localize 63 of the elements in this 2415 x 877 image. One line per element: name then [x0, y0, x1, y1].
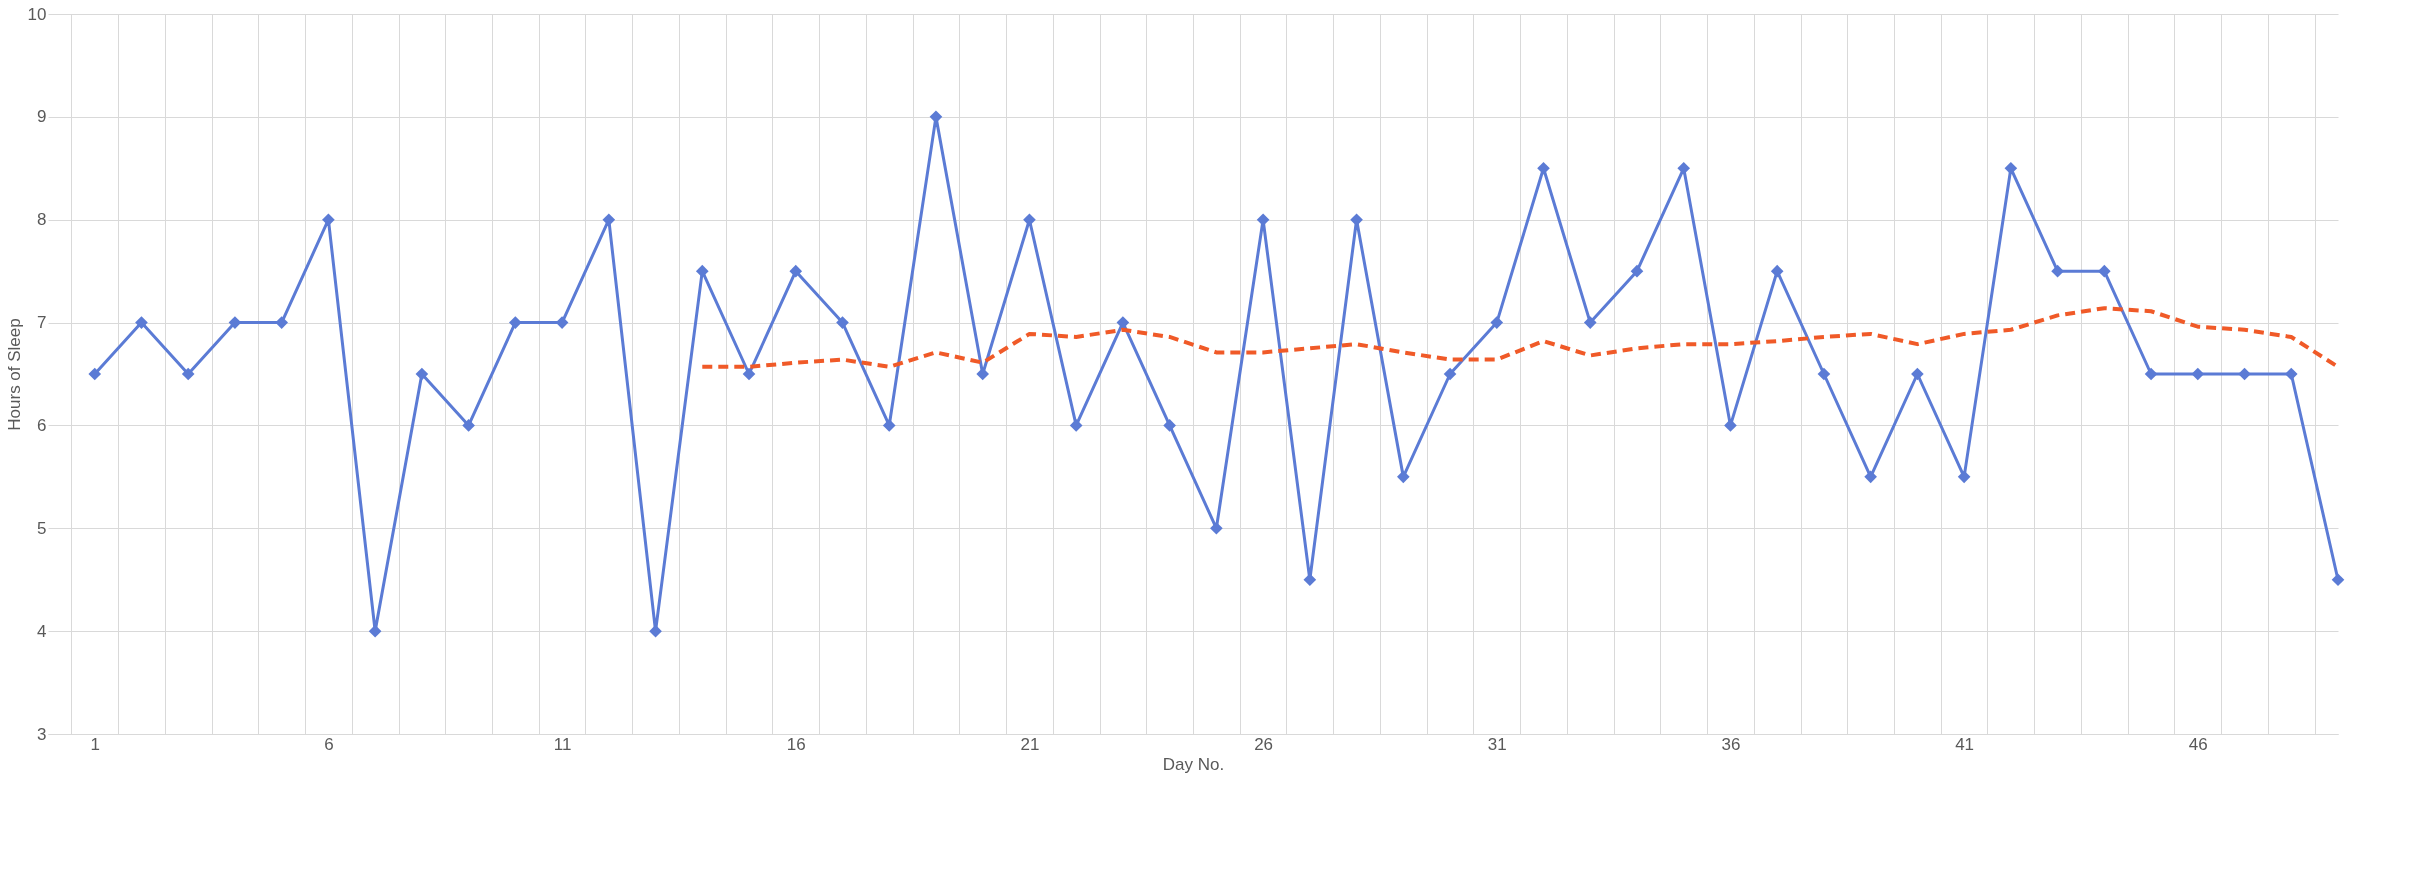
x-axis-title: Day No.: [1162, 754, 1225, 774]
x-tick-label: 1: [90, 734, 100, 754]
x-tick-label: 46: [2188, 734, 2208, 754]
y-tick-label: 8: [37, 210, 47, 230]
point: [1677, 161, 1691, 175]
y-tick-label: 7: [37, 313, 47, 333]
point: [1210, 521, 1223, 535]
point: [976, 367, 990, 381]
point: [135, 316, 148, 329]
y-tick-label: 10: [27, 4, 47, 24]
point: [322, 213, 335, 227]
point: [1537, 161, 1550, 175]
y-tick-label: 5: [37, 518, 47, 538]
point: [695, 264, 709, 278]
point: [1957, 470, 1971, 484]
x-tick-label: 26: [1254, 734, 1274, 754]
point: [2191, 367, 2205, 381]
point: [2331, 573, 2345, 587]
point: [2284, 367, 2298, 381]
point: [88, 367, 102, 381]
point: [228, 316, 242, 329]
point: [1443, 367, 1457, 381]
x-tick-label: 41: [1955, 734, 1975, 754]
y-tick-label: 3: [37, 724, 47, 744]
point: [1864, 470, 1877, 484]
point: [2144, 367, 2158, 381]
y-axis-title: Hours of Sleep: [4, 318, 24, 431]
x-tick-label: 21: [1020, 734, 1040, 754]
point: [1116, 316, 1130, 329]
point: [2051, 264, 2064, 278]
point: [462, 419, 475, 432]
x-tick-label: 11: [553, 734, 572, 754]
point: [1350, 213, 1363, 227]
y-tick-label: 6: [37, 415, 47, 435]
point: [415, 367, 429, 381]
x-tick-label: 31: [1487, 734, 1507, 754]
point: [2238, 367, 2251, 381]
point: [1069, 419, 1083, 432]
point: [1770, 264, 1784, 278]
point: [368, 624, 382, 638]
point: [742, 367, 756, 381]
point: [789, 264, 803, 278]
point: [2098, 264, 2111, 278]
point: [555, 316, 569, 329]
point: [1490, 316, 1504, 329]
y-tick-label: 4: [37, 621, 47, 641]
x-tick-label: 16: [786, 734, 806, 754]
point: [1630, 264, 1644, 278]
point: [1817, 367, 1831, 381]
x-tick-label: 36: [1721, 734, 1741, 754]
point: [1396, 470, 1410, 484]
x-tick-label: 6: [324, 734, 334, 754]
point: [1911, 367, 1924, 381]
point: [836, 316, 849, 329]
point: [602, 213, 616, 227]
point: [1163, 419, 1176, 432]
point: [181, 367, 195, 381]
point: [2004, 161, 2018, 175]
y-tick-label: 9: [37, 107, 47, 127]
point: [1583, 316, 1597, 329]
point: [649, 624, 662, 638]
point: [1303, 573, 1317, 587]
point: [882, 419, 896, 432]
